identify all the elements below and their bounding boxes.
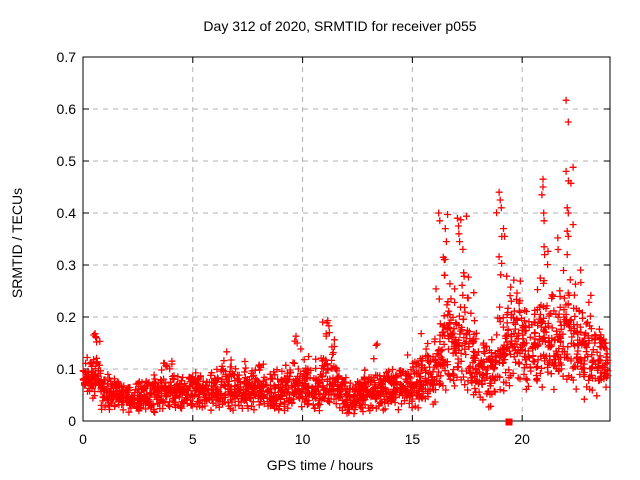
y-tick-label: 0.1: [57, 361, 77, 377]
x-tick-label: 15: [405, 431, 421, 447]
x-tick-label: 5: [189, 431, 197, 447]
data-points-path: [79, 96, 612, 418]
x-axis-label: GPS time / hours: [267, 457, 374, 473]
chart-title: Day 312 of 2020, SRMTID for receiver p05…: [203, 18, 476, 34]
y-tick-label: 0.5: [57, 153, 77, 169]
y-tick-label: 0: [68, 413, 76, 429]
gridlines: [83, 57, 610, 421]
y-tick-label: 0.7: [57, 49, 77, 65]
plot-border: [82, 56, 611, 422]
special-points: [505, 418, 513, 426]
y-tick-label: 0.4: [57, 205, 77, 221]
x-tick-label: 0: [79, 431, 87, 447]
x-tick-labels: 0 5 10 15 20: [79, 431, 530, 447]
y-tick-label: 0.3: [57, 257, 77, 273]
y-tick-labels: 0 0.1 0.2 0.3 0.4 0.5 0.6 0.7: [57, 49, 77, 429]
x-tick-label: 20: [514, 431, 530, 447]
x-tick-label: 10: [295, 431, 311, 447]
y-tick-label: 0.2: [57, 309, 77, 325]
special-square-marker: [505, 418, 513, 426]
y-axis-label: SRMTID / TECUs: [9, 188, 25, 298]
y-tick-label: 0.6: [57, 101, 77, 117]
scatter-points: [79, 96, 612, 418]
